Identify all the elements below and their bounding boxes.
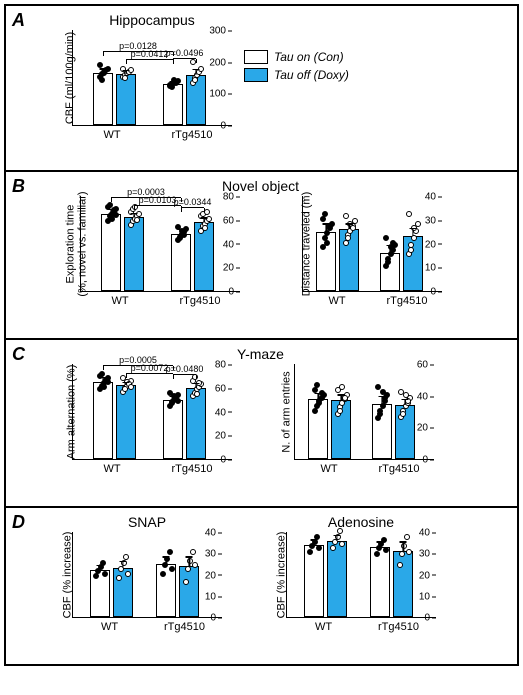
- legend-tau-off: Tau off (Doxy): [244, 68, 349, 82]
- swatch-tau-on: [244, 50, 268, 64]
- bar: [403, 236, 423, 291]
- sig-label: p=0.0412: [131, 49, 169, 59]
- bar: [171, 234, 191, 291]
- x-axis-label: WT: [80, 295, 160, 307]
- bar: [93, 382, 113, 459]
- x-axis-label: WT: [72, 621, 147, 633]
- bar: [93, 73, 113, 125]
- bar: [393, 551, 413, 617]
- sig-label: p=0.0344: [174, 197, 212, 207]
- legend: Tau on (Con) Tau off (Doxy): [244, 50, 349, 82]
- panel-D-right-chart: CBF (% increase)010203040: [286, 532, 436, 618]
- panel-D: D SNAP CBF (% increase)010203040 WTrTg45…: [4, 506, 519, 666]
- bar: [90, 570, 110, 617]
- bar: [339, 229, 359, 291]
- bar: [194, 222, 214, 291]
- panel-A-label: A: [12, 10, 25, 31]
- bar: [186, 388, 206, 459]
- legend-tau-on-label: Tau on (Con): [274, 50, 344, 64]
- panel-B-right-chart: Distance traveled (m)010203040: [302, 196, 442, 292]
- x-axis-label: WT: [72, 463, 152, 475]
- sig-label: p=0.0103: [139, 195, 177, 205]
- bar: [370, 547, 390, 617]
- bar: [101, 214, 121, 291]
- sig-label: p=0.0480: [166, 364, 204, 374]
- panel-C: C Y-maze Arm alternation (%)020406080p=0…: [4, 338, 519, 508]
- bar: [308, 399, 328, 459]
- figure: A Hippocampus CBF (ml/100g/min)010020030…: [4, 4, 519, 666]
- bar: [327, 541, 347, 618]
- panel-B-label: B: [12, 176, 25, 197]
- bar: [331, 400, 351, 459]
- panel-C-left-chart: Arm alternation (%)020406080p=0.0005p=0.…: [72, 364, 232, 460]
- panel-B: B Novel object Exploration time(%, novel…: [4, 170, 519, 340]
- bar: [163, 84, 183, 125]
- sig-label: p=0.0496: [166, 48, 204, 58]
- legend-tau-on: Tau on (Con): [244, 50, 349, 64]
- panel-C-label: C: [12, 344, 25, 365]
- sig-label: p=0.0072: [131, 363, 169, 373]
- panel-D-label: D: [12, 512, 25, 533]
- panel-B-left-chart: Exploration time(%, novel vs. familiar)0…: [80, 196, 240, 292]
- bar: [116, 74, 136, 125]
- panel-A: A Hippocampus CBF (ml/100g/min)010020030…: [4, 4, 519, 172]
- bar: [163, 400, 183, 459]
- bar: [156, 564, 176, 617]
- bar: [116, 385, 136, 459]
- y-axis-label: N. of arm entries: [281, 371, 293, 452]
- bar: [316, 232, 336, 291]
- swatch-tau-off: [244, 68, 268, 82]
- x-axis-label: WT: [302, 295, 372, 307]
- x-axis-label: WT: [286, 621, 361, 633]
- bar: [124, 217, 144, 291]
- bar: [372, 404, 392, 459]
- legend-tau-off-label: Tau off (Doxy): [274, 68, 349, 82]
- bar: [304, 545, 324, 617]
- bar: [186, 75, 206, 125]
- panel-D-left-chart: CBF (% increase)010203040: [72, 532, 222, 618]
- bar: [113, 568, 133, 617]
- x-axis-label: WT: [72, 129, 152, 141]
- panel-D-left-title: SNAP: [128, 514, 166, 530]
- panel-C-title: Y-maze: [12, 346, 509, 362]
- bar: [179, 566, 199, 617]
- panel-A-chart: CBF (ml/100g/min)0100200300p=0.0128p=0.0…: [72, 30, 232, 126]
- bar: [395, 405, 415, 459]
- bar: [380, 253, 400, 291]
- x-axis-label: WT: [294, 463, 364, 475]
- panel-C-right-chart: N. of arm entries0204060: [294, 364, 434, 460]
